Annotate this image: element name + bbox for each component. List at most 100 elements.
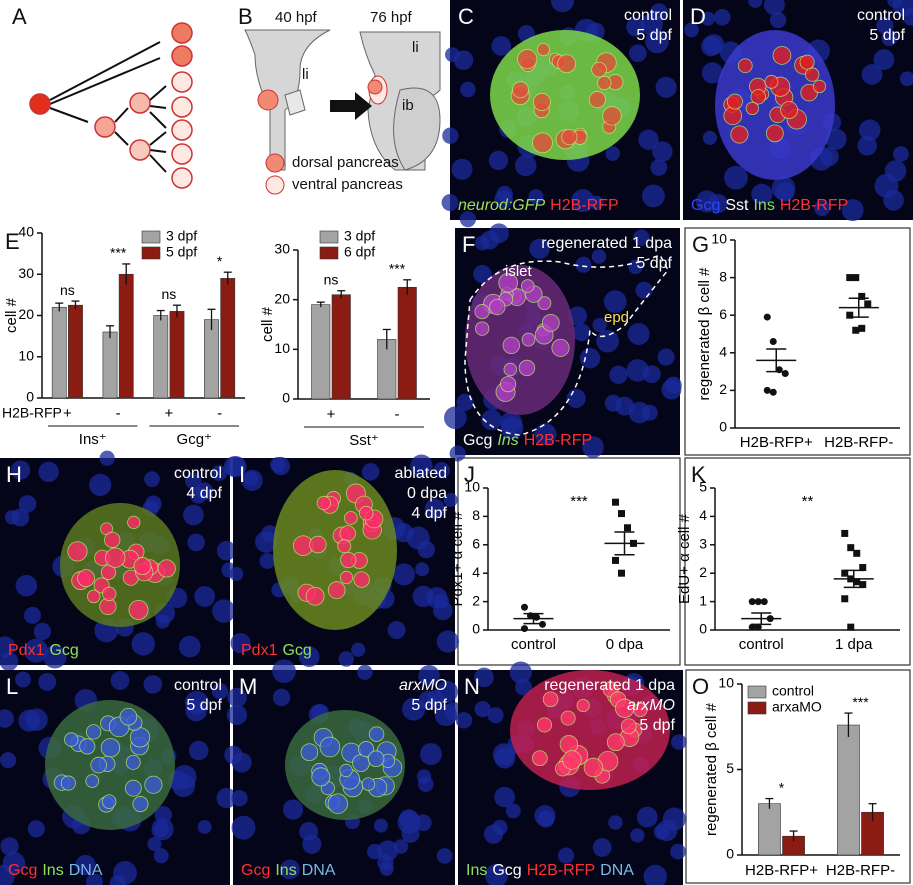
nucleus [575, 256, 592, 273]
image-label: ablated [395, 465, 448, 482]
nucleus [18, 495, 37, 513]
bar [397, 286, 417, 400]
y-tick-label: 4 [699, 507, 707, 523]
nucleus [24, 638, 49, 663]
legend-swatch [141, 230, 161, 244]
nucleus [657, 348, 675, 366]
nucleus [89, 473, 112, 497]
legend-swatch [319, 230, 339, 244]
cell [541, 313, 560, 332]
cell [745, 101, 759, 116]
data-point [859, 581, 867, 589]
image-label: 5 dpf [639, 717, 675, 734]
nucleus [592, 317, 607, 333]
nucleus [841, 199, 864, 222]
nucleus [528, 189, 544, 205]
nucleus [436, 630, 459, 653]
data-point [853, 578, 861, 586]
micrograph: control 5 dpf neurod:GFP H2B-RFP [441, 0, 680, 228]
nucleus [33, 622, 52, 641]
cell [726, 93, 743, 110]
cell [85, 724, 102, 740]
bar [204, 319, 219, 399]
nucleus [873, 49, 895, 70]
y-tick-label: 2 [699, 564, 707, 580]
cell [60, 775, 76, 791]
nucleus [572, 323, 591, 342]
bar [153, 315, 169, 399]
data-point [754, 623, 762, 631]
stain-legend: neurod:GFP H2B-RFP [458, 197, 619, 214]
y-tick-label: 3 [699, 536, 707, 552]
nucleus [596, 329, 619, 353]
bar [331, 294, 351, 400]
x-tick-label: H2B-RFP+ [740, 434, 813, 451]
image-label: arxMO [627, 697, 675, 714]
cell [551, 338, 570, 357]
nucleus [633, 229, 650, 246]
y-tick-label: 1 [699, 592, 707, 608]
nucleus [0, 752, 17, 769]
nucleus [484, 863, 508, 885]
significance: ns [161, 286, 176, 302]
data-point [521, 625, 528, 633]
stain-name: Gcg [49, 642, 78, 659]
cell [87, 589, 101, 604]
nucleus [557, 847, 575, 864]
nucleus [591, 249, 607, 264]
pancreas-diagram [244, 29, 441, 195]
nucleus [131, 632, 156, 656]
nucleus [652, 141, 673, 162]
nucleus [713, 8, 731, 26]
cell [474, 304, 490, 320]
cell [772, 46, 792, 65]
nucleus [626, 17, 646, 37]
nucleus [351, 642, 366, 657]
legend-swatch [747, 701, 767, 715]
nucleus [38, 672, 57, 691]
bar [311, 304, 331, 400]
cell [498, 273, 518, 293]
significance: ns [324, 271, 339, 287]
cell [128, 599, 149, 620]
cell [517, 49, 538, 70]
cell [125, 754, 141, 770]
image-label: regenerated 1 dpa [541, 235, 672, 252]
y-tick-label: 10 [464, 479, 480, 495]
nucleus [151, 818, 174, 841]
nucleus [373, 818, 388, 833]
cell [127, 515, 141, 529]
nucleus [628, 259, 643, 275]
y-axis-label: Pdx1+ α cell # [449, 511, 466, 607]
nucleus [487, 707, 504, 724]
nucleus [443, 492, 458, 508]
panel-label: E [5, 229, 20, 254]
y-tick-label: 10 [18, 347, 34, 363]
y-tick-label: 4 [719, 344, 727, 360]
x-tick-label: - [395, 406, 400, 423]
cell [79, 738, 96, 755]
significance: *** [570, 493, 588, 510]
stain-name: Ins [466, 862, 487, 879]
data-point [859, 564, 867, 572]
nucleus [231, 815, 256, 840]
stain-name: DNA [302, 862, 336, 879]
cell [597, 75, 612, 91]
stain-name: H2B-RFP [527, 862, 595, 879]
nucleus [494, 747, 516, 769]
panel-label: O [692, 674, 709, 699]
data-point [748, 623, 756, 631]
nucleus [455, 712, 473, 729]
panel-label: B [238, 4, 253, 29]
nucleus [751, 183, 773, 205]
nucleus [858, 119, 881, 141]
nucleus [197, 819, 212, 834]
nucleus [492, 819, 508, 836]
y-axis-label: regenerated β cell # [703, 702, 720, 836]
cell [311, 767, 331, 787]
y-tick-label: 6 [719, 306, 727, 322]
time-label: 40 hpf [275, 9, 318, 26]
panel-label: L [6, 674, 18, 699]
nucleus [645, 29, 669, 54]
